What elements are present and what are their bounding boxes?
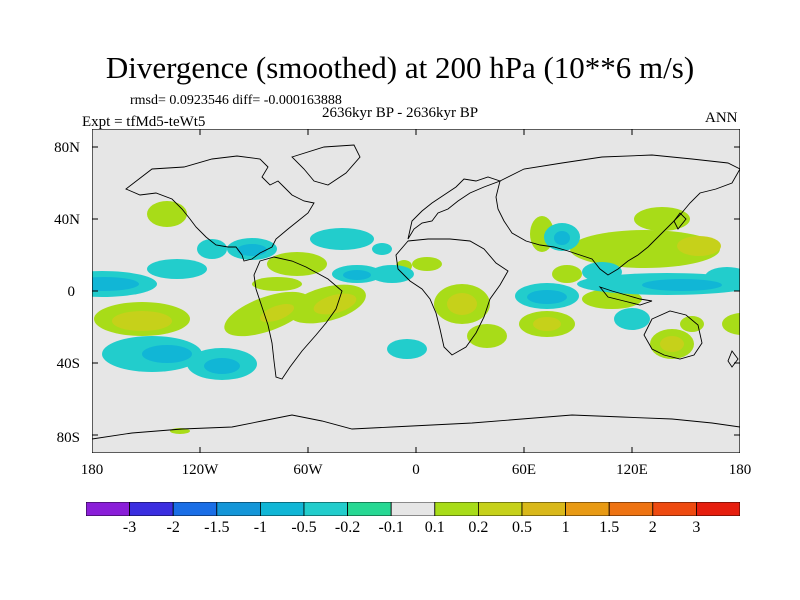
- coastline-new-zealand: [727, 350, 739, 368]
- pos-core: [259, 303, 295, 323]
- neg-core: [642, 279, 722, 291]
- colorbar-swatch: [608, 502, 654, 516]
- period-label: 2636kyr BP - 2636kyr BP: [322, 105, 479, 121]
- colorbar-label: 0.5: [512, 519, 532, 536]
- pos-core: [313, 293, 357, 315]
- colorbar-swatch: [696, 502, 740, 516]
- colorbar-label: -0.1: [378, 519, 404, 536]
- pos-region: [552, 265, 582, 283]
- colorbar-swatch: [565, 502, 610, 516]
- colorbar-label: -2: [166, 519, 180, 536]
- coastline-south-america: [253, 256, 343, 380]
- colorbar-swatch: [434, 502, 479, 516]
- colorbar-label: -3: [122, 519, 137, 536]
- stats-line: rmsd= 0.0923546 diff= -0.000163888: [130, 93, 342, 108]
- lon-label-180e: 180: [728, 462, 752, 478]
- neg-region: [310, 228, 374, 250]
- pos-core: [677, 236, 721, 256]
- coastline-greenland: [291, 144, 361, 186]
- lat-label-80n: 80N: [54, 140, 80, 156]
- colorbar-swatch: [129, 502, 174, 516]
- coastline-australia: [643, 310, 703, 360]
- colorbar-label: -0.2: [334, 519, 361, 536]
- lon-label-120e: 120E: [616, 462, 648, 478]
- pos-region: [252, 277, 302, 291]
- neg-region: [372, 243, 392, 255]
- colorbar-label: 1.5: [599, 519, 620, 536]
- colorbar-swatch: [477, 502, 523, 516]
- lat-label-0: 0: [67, 284, 76, 300]
- colorbar-label: -1: [253, 519, 268, 536]
- coastline-japan: [673, 212, 687, 230]
- experiment-label: Expt = tfMd5-teWt5: [82, 114, 206, 130]
- colorbar-label: 2: [648, 519, 657, 536]
- colorbar-swatch: [216, 502, 261, 516]
- lon-label-180w: 180: [80, 462, 104, 478]
- neg-region: [197, 239, 227, 259]
- coastline-asia: [495, 154, 740, 276]
- map-ticks: [92, 129, 740, 453]
- colorbar-label: -1.5: [204, 519, 230, 536]
- colorbar-swatch: [259, 502, 305, 516]
- neg-core: [343, 270, 371, 280]
- neg-core: [554, 231, 570, 245]
- neg-region: [370, 265, 414, 283]
- season-label: ANN: [705, 110, 738, 126]
- lat-label-40n: 40N: [54, 212, 80, 228]
- pos-core: [112, 311, 172, 331]
- pos-region: [147, 201, 187, 227]
- pos-core: [447, 293, 477, 315]
- positive-divergence-cores: [112, 236, 721, 352]
- pos-region: [722, 313, 740, 335]
- neg-region: [147, 259, 207, 279]
- colorbar-label: 0.1: [424, 519, 445, 536]
- pos-region: [267, 252, 327, 276]
- coastline-antarctica: [92, 414, 740, 440]
- lat-label-40s: 40S: [56, 356, 80, 372]
- plot-title: Divergence (smoothed) at 200 hPa (10**6 …: [105, 50, 695, 85]
- colorbar-swatch: [652, 502, 697, 516]
- lat-label-80s: 80S: [56, 430, 80, 446]
- coastline-africa: [395, 238, 509, 356]
- colorbar: [86, 502, 740, 516]
- neg-region: [387, 339, 427, 359]
- coastlines: [92, 144, 740, 440]
- coastline-indonesia: [598, 286, 653, 306]
- coastline-north-america: [125, 155, 315, 262]
- colorbar-label: 0.2: [468, 519, 489, 536]
- pos-core: [660, 336, 684, 352]
- pos-region: [582, 289, 642, 309]
- divergence-map: [92, 129, 740, 453]
- pos-core: [533, 317, 561, 331]
- colorbar-label: -0.5: [291, 519, 317, 536]
- lon-label-60e: 60E: [511, 462, 537, 478]
- colorbar-label: 3: [692, 519, 701, 536]
- lon-label-0: 0: [412, 462, 420, 478]
- neg-core: [527, 290, 567, 304]
- lon-label-60w: 60W: [293, 462, 323, 478]
- colorbar-swatch: [303, 502, 348, 516]
- pos-region: [467, 324, 507, 348]
- lon-label-120w: 120W: [181, 462, 219, 478]
- neg-core: [204, 358, 240, 374]
- colorbar-label: 1: [561, 519, 570, 536]
- pos-region: [412, 257, 442, 271]
- pos-region: [634, 207, 690, 231]
- colorbar-swatch: [521, 502, 566, 516]
- neg-region: [582, 262, 622, 282]
- neg-core: [92, 277, 139, 291]
- pos-region: [680, 316, 704, 332]
- colorbar-swatch: [347, 502, 392, 516]
- colorbar-swatch: [172, 502, 218, 516]
- neg-region: [614, 308, 650, 330]
- negative-divergence-cores: [92, 231, 722, 374]
- neg-core: [142, 345, 192, 363]
- colorbar-swatch: [86, 502, 130, 516]
- colorbar-swatch: [390, 502, 436, 516]
